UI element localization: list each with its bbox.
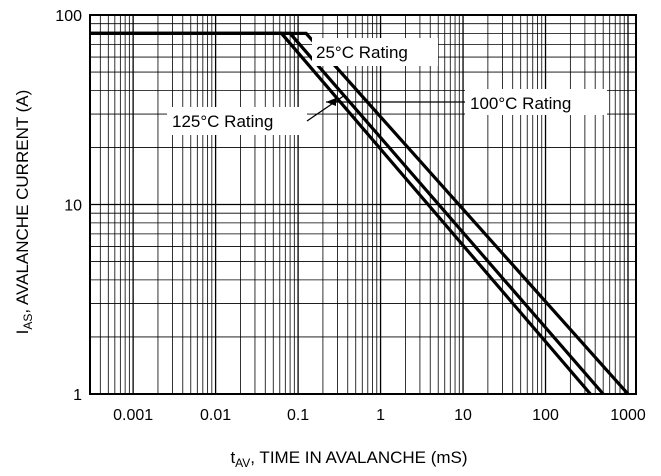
x-tick-label: 10 [454,407,472,424]
x-tick-label: 0.001 [113,407,153,424]
annotation-label-0: 25°C Rating [316,43,408,62]
series-layer [90,31,630,396]
series-line-1 [90,31,605,396]
annotation-label-1: 100°C Rating [470,94,571,113]
y-tick-label: 10 [64,198,82,215]
x-axis-label: tAV, TIME IN AVALANCHE (mS) [230,448,467,470]
x-tick-label: 100 [532,407,559,424]
plot-frame [89,14,637,395]
y-tick-label: 1 [73,387,82,404]
x-tick-label: 1 [376,407,385,424]
y-tick-label: 100 [55,8,82,25]
annotation-layer: 25°C Rating 100°C Rating 125°C Rating [167,38,607,135]
tick-label-layer: 0.001 0.01 0.1 1 10 100 1000 1 10 100 [55,8,646,424]
annotation-bg-0 [312,38,438,66]
series-line-2 [90,31,592,396]
arrow-head-icon [326,98,336,106]
annotation-label-2: 125°C Rating [172,112,273,131]
y-axis-label: IAS, AVALANCHE CURRENT (A) [13,90,35,335]
annotation-bg-1 [465,89,607,115]
x-tick-label: 0.01 [200,407,231,424]
grid-layer [89,15,636,394]
series-line-0 [90,31,630,396]
annotation-bg-2 [167,107,307,135]
annotation-leader-2 [306,94,346,122]
x-tick-label: 0.1 [287,407,309,424]
x-tick-label: 1000 [610,407,646,424]
